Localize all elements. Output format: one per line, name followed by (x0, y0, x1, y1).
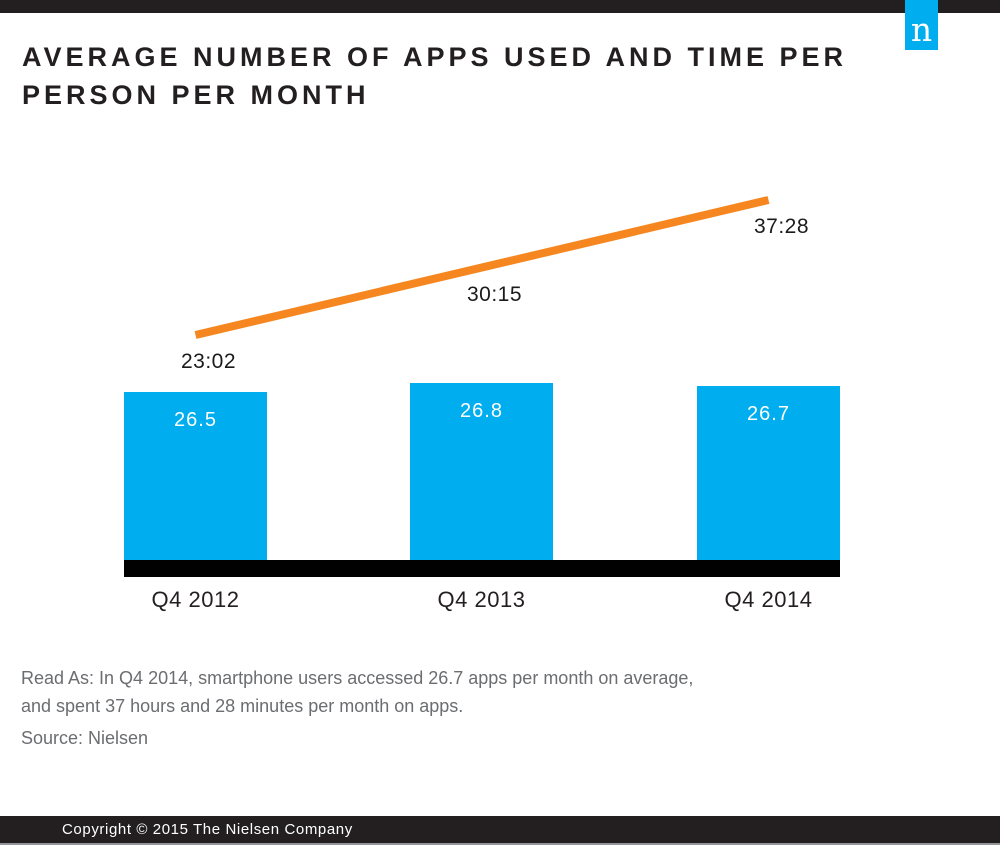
category-label: Q4 2012 (151, 587, 240, 612)
nielsen-logo: n (905, 0, 938, 50)
bar-value-label: 26.7 (747, 403, 790, 425)
time-label: 30:15 (466, 282, 523, 306)
category-label: Q4 2013 (437, 587, 526, 612)
category-label: Q4 2014 (724, 587, 813, 612)
page-title: AVERAGE NUMBER OF APPS USED AND TIME PER… (22, 38, 882, 114)
time-label: 37:28 (753, 215, 810, 238)
page-title-line: PERSON PER MONTH (22, 80, 370, 110)
nielsen-logo-letter: n (910, 10, 933, 49)
time-trend-line (194, 196, 770, 339)
bar-q4-2012 (124, 392, 267, 560)
bar-value-label: 26.8 (460, 400, 503, 422)
footer-bar: Copyright © 2015 The Nielsen Company (0, 816, 1000, 843)
bar-value-label: 26.5 (174, 409, 217, 431)
read-as-line: and spent 37 hours and 28 minutes per mo… (21, 696, 464, 716)
time-label: 23:02 (180, 350, 237, 373)
copyright-text: Copyright © 2015 The Nielsen Company (62, 821, 353, 838)
bottom-gray-strip (0, 843, 1000, 845)
source-note: Source: Nielsen (21, 728, 149, 748)
page-title-line: AVERAGE NUMBER OF APPS USED AND TIME PER (22, 42, 848, 72)
read-as-line: Read As: In Q4 2014, smartphone users ac… (21, 668, 694, 688)
x-axis-bar (124, 560, 840, 577)
bar-q4-2013 (410, 383, 553, 560)
read-as-note: Read As: In Q4 2014, smartphone users ac… (21, 664, 781, 720)
top-black-bar (0, 0, 1000, 13)
bar-q4-2014 (697, 386, 840, 560)
